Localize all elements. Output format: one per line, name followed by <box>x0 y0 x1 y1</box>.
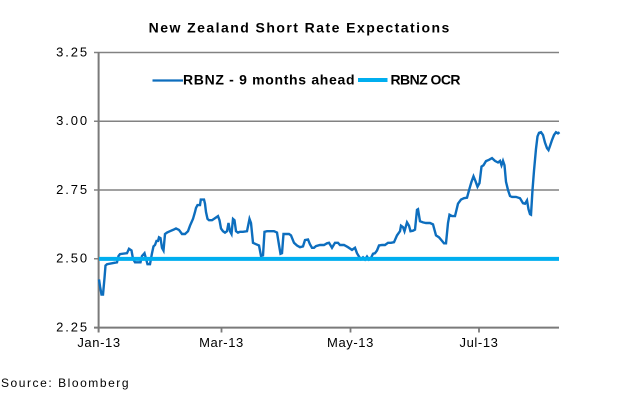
svg-text:Mar-13: Mar-13 <box>199 335 244 350</box>
svg-text:RBNZ - 9 months ahead: RBNZ - 9 months ahead <box>183 72 355 88</box>
svg-text:Jul-13: Jul-13 <box>459 335 498 350</box>
svg-text:2.25: 2.25 <box>56 320 89 335</box>
svg-text:2.75: 2.75 <box>56 182 89 197</box>
svg-text:RBNZ OCR: RBNZ OCR <box>391 72 461 88</box>
svg-text:Jan-13: Jan-13 <box>77 335 120 350</box>
svg-text:May-13: May-13 <box>327 335 374 350</box>
svg-text:2.50: 2.50 <box>56 251 89 266</box>
svg-text:3.25: 3.25 <box>56 45 89 60</box>
svg-text:3.00: 3.00 <box>56 113 89 128</box>
svg-text:Source: Bloomberg: Source: Bloomberg <box>1 376 130 390</box>
svg-text:New Zealand Short Rate Expecta: New Zealand Short Rate Expectations <box>149 20 451 36</box>
